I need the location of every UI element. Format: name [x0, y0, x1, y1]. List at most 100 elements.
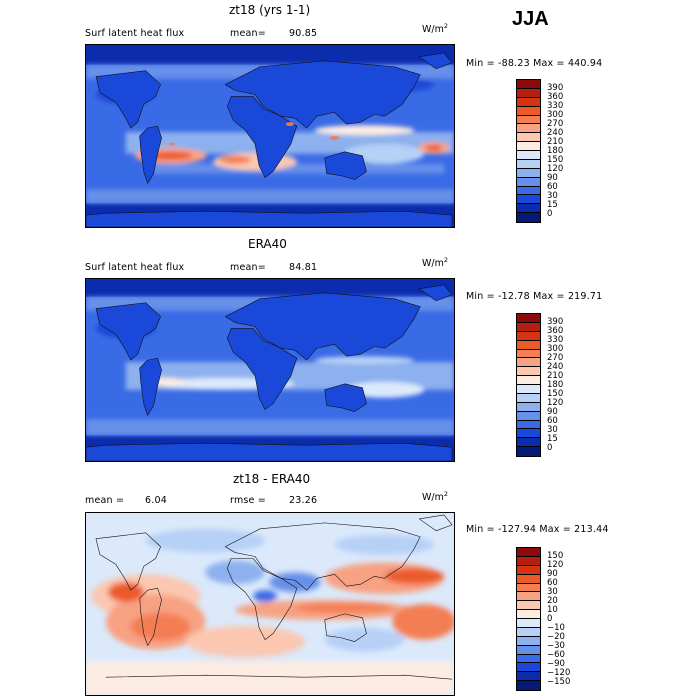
colorbar-swatch [517, 583, 540, 593]
panel3-rmse-value: 23.26 [289, 495, 318, 506]
colorbar-swatch [517, 663, 540, 673]
colorbar-level-label: 30 [547, 191, 558, 201]
colorbar-swatch [517, 177, 540, 187]
colorbar-swatch [517, 592, 540, 602]
colorbar-level-label: 150 [547, 551, 564, 561]
colorbar-level-label: 120 [547, 164, 564, 174]
colorbar-swatch [517, 204, 540, 214]
colorbar-level-label: 360 [547, 326, 564, 336]
panel3-rmse-label: rmse = [230, 495, 266, 506]
colorbar-swatch [517, 645, 540, 655]
colorbar-level-label: 150 [547, 389, 564, 399]
colorbar-level-label: 20 [547, 596, 558, 606]
colorbar-level-label: 15 [547, 434, 558, 444]
colorbar-level-label: 30 [547, 425, 558, 435]
colorbar-level-label: 90 [547, 407, 558, 417]
colorbar-swatch [517, 142, 540, 151]
colorbar-swatch [517, 429, 540, 439]
panel2-mean-value: 84.81 [289, 262, 318, 273]
panel1-range: Min = -88.23 Max = 440.94 [466, 58, 603, 69]
colorbar-level-label: 0 [547, 209, 553, 219]
colorbar-swatch [517, 385, 540, 394]
colorbar-level-label: 240 [547, 128, 564, 138]
colorbar-level-label: 90 [547, 173, 558, 183]
colorbar-swatch [517, 610, 540, 619]
panel2-map [85, 278, 455, 462]
colorbar-swatch [517, 627, 540, 637]
panel1-mean-value: 90.85 [289, 28, 318, 39]
colorbar-swatch [517, 411, 540, 421]
colorbar-level-label: −90 [547, 659, 565, 669]
season-label: JJA [512, 8, 549, 30]
colorbar-swatch [517, 97, 540, 107]
colorbar-swatch [517, 574, 540, 584]
colorbar-level-label: 330 [547, 101, 564, 111]
colorbar-level-label: −150 [547, 677, 571, 687]
colorbar-swatch [517, 636, 540, 646]
colorbar-swatch [517, 213, 540, 222]
panel3-range: Min = -127.94 Max = 213.44 [466, 524, 609, 535]
colorbar-level-label: 90 [547, 569, 558, 579]
colorbar-level-label: 30 [547, 587, 558, 597]
colorbar-swatch [517, 151, 540, 160]
colorbar-swatch [517, 654, 540, 664]
panel3-colorbar [516, 547, 541, 691]
panel3-mean-value: 6.04 [145, 495, 167, 506]
colorbar-swatch [517, 681, 540, 690]
panel1-mean-label: mean= [230, 28, 266, 39]
colorbar-swatch [517, 402, 540, 412]
colorbar-level-label: 210 [547, 137, 564, 147]
colorbar-level-label: 0 [547, 614, 553, 624]
colorbar-level-label: −10 [547, 623, 565, 633]
colorbar-level-label: 60 [547, 182, 558, 192]
colorbar-swatch [517, 447, 540, 456]
panel1-variable: Surf latent heat flux [85, 28, 185, 39]
panel2-range: Min = -12.78 Max = 219.71 [466, 291, 603, 302]
colorbar-swatch [517, 159, 540, 169]
colorbar-level-label: 180 [547, 380, 564, 390]
colorbar-swatch [517, 367, 540, 377]
colorbar-swatch [517, 124, 540, 134]
colorbar-swatch [517, 88, 540, 98]
colorbar-level-label: 210 [547, 371, 564, 381]
colorbar-level-label: 330 [547, 335, 564, 345]
colorbar-level-label: 10 [547, 605, 558, 615]
colorbar-level-label: 150 [547, 155, 564, 165]
panel3-units: W/m2 [422, 490, 448, 504]
panel1-title: zt18 (yrs 1-1) [229, 3, 311, 17]
colorbar-swatch [517, 314, 540, 323]
colorbar-swatch [517, 195, 540, 205]
colorbar-level-label: −20 [547, 632, 565, 642]
colorbar-swatch [517, 168, 540, 178]
colorbar-level-label: 0 [547, 443, 553, 453]
panel2-variable: Surf latent heat flux [85, 262, 185, 273]
colorbar-swatch [517, 438, 540, 448]
panel2-title: ERA40 [248, 237, 287, 251]
colorbar-swatch [517, 672, 540, 682]
colorbar-level-label: 120 [547, 560, 564, 570]
colorbar-swatch [517, 358, 540, 368]
colorbar-swatch [517, 548, 540, 557]
colorbar-swatch [517, 322, 540, 332]
colorbar-swatch [517, 80, 540, 89]
colorbar-level-label: −120 [547, 668, 571, 678]
panel3-map [85, 512, 455, 696]
colorbar-swatch [517, 556, 540, 566]
panel3-mean-label: mean = [85, 495, 125, 506]
colorbar-level-label: 60 [547, 578, 558, 588]
panel1-units: W/m2 [422, 22, 448, 36]
colorbar-level-label: 390 [547, 83, 564, 93]
colorbar-swatch [517, 186, 540, 196]
panel1-colorbar [516, 79, 541, 223]
colorbar-swatch [517, 601, 540, 611]
colorbar-swatch [517, 340, 540, 350]
colorbar-level-label: 240 [547, 362, 564, 372]
colorbar-level-label: −30 [547, 641, 565, 651]
panel1-map [85, 44, 455, 228]
colorbar-level-label: 270 [547, 119, 564, 129]
colorbar-swatch [517, 331, 540, 341]
colorbar-swatch [517, 619, 540, 628]
panel2-units: W/m2 [422, 256, 448, 270]
colorbar-swatch [517, 106, 540, 116]
colorbar-swatch [517, 376, 540, 385]
